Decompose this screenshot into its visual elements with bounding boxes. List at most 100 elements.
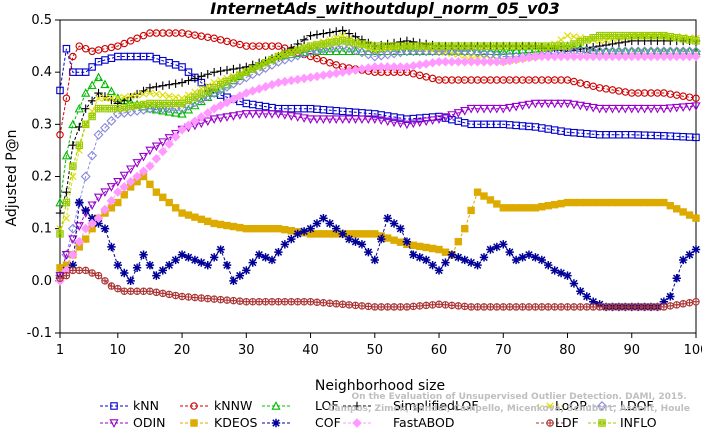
data-point: [685, 250, 694, 259]
data-point: [557, 303, 565, 311]
data-point: [293, 113, 303, 122]
data-point: [466, 56, 476, 67]
x-tick-label: 40: [302, 343, 319, 358]
data-point: [692, 34, 700, 42]
data-point: [121, 288, 128, 295]
data-point: [93, 193, 104, 203]
data-point: [107, 242, 116, 252]
series-kdeos: [56, 172, 700, 272]
data-point: [126, 93, 135, 102]
data-point: [576, 38, 585, 46]
data-point: [673, 205, 681, 213]
data-point: [235, 91, 245, 101]
data-point: [447, 111, 457, 120]
legend-marker: [597, 401, 607, 411]
data-point: [260, 110, 271, 119]
data-point: [639, 104, 650, 114]
data-point: [421, 255, 431, 265]
data-point: [230, 297, 237, 304]
data-point: [56, 230, 64, 238]
data-point: [101, 277, 109, 285]
data-point: [319, 56, 328, 65]
data-point: [153, 289, 160, 296]
data-point: [184, 253, 193, 262]
data-point: [183, 120, 194, 131]
legend-item-odin: ODIN: [100, 415, 166, 430]
data-point: [479, 56, 489, 67]
data-point: [132, 263, 142, 272]
data-point: [435, 301, 443, 308]
data-point: [563, 271, 572, 280]
data-point: [576, 34, 584, 42]
x-axis-label: Neighborhood size: [315, 378, 445, 394]
data-point: [125, 176, 136, 187]
data-point: [146, 288, 154, 295]
data-point: [500, 303, 507, 311]
data-point: [307, 298, 314, 305]
data-point: [56, 86, 64, 95]
data-point: [364, 230, 373, 238]
data-point: [171, 107, 181, 117]
data-point: [499, 204, 507, 212]
series-line: [59, 45, 696, 203]
data-point: [170, 103, 181, 114]
data-point: [614, 104, 624, 114]
data-point: [300, 298, 308, 305]
data-point: [255, 224, 263, 233]
data-point: [595, 41, 604, 51]
data-point: [626, 51, 637, 62]
data-point: [615, 303, 623, 311]
data-point: [679, 300, 687, 307]
data-point: [396, 224, 405, 233]
data-point: [203, 260, 212, 270]
data-point: [281, 298, 289, 305]
data-point: [306, 224, 315, 233]
data-point: [217, 296, 224, 303]
data-point: [659, 51, 669, 62]
data-point: [61, 251, 72, 260]
data-point: [518, 253, 527, 262]
data-point: [325, 219, 335, 228]
data-point: [217, 76, 225, 85]
data-point: [363, 115, 373, 124]
data-point: [671, 51, 682, 62]
data-point: [466, 258, 476, 267]
data-point: [88, 112, 96, 121]
data-point: [435, 245, 443, 254]
data-point: [87, 201, 97, 211]
data-point: [67, 223, 78, 234]
data-point: [241, 110, 251, 119]
data-point: [352, 302, 359, 309]
data-point: [56, 274, 64, 282]
data-point: [440, 56, 451, 67]
data-point: [487, 303, 494, 311]
data-point: [627, 104, 637, 114]
data-point: [108, 282, 115, 290]
data-point: [215, 83, 226, 93]
data-point: [479, 104, 489, 114]
data-point: [114, 42, 122, 50]
legend-item-inflo: INFLO: [588, 415, 657, 430]
data-point: [280, 111, 290, 120]
data-point: [106, 196, 117, 206]
data-point: [165, 92, 173, 100]
data-point: [62, 44, 71, 53]
data-point: [164, 139, 174, 149]
data-point: [320, 299, 327, 306]
data-point: [62, 187, 71, 197]
data-point: [640, 198, 649, 207]
data-point: [332, 27, 341, 36]
data-point: [350, 115, 361, 124]
data-point: [254, 250, 264, 259]
data-point: [114, 104, 122, 113]
data-point: [556, 99, 566, 109]
data-point: [389, 62, 399, 72]
data-point: [577, 303, 584, 311]
data-point: [530, 99, 541, 109]
data-point: [319, 214, 328, 223]
data-point: [164, 134, 174, 143]
data-point: [313, 299, 321, 306]
legend-marker: [190, 402, 198, 410]
data-point: [319, 29, 328, 38]
data-point: [376, 116, 386, 126]
